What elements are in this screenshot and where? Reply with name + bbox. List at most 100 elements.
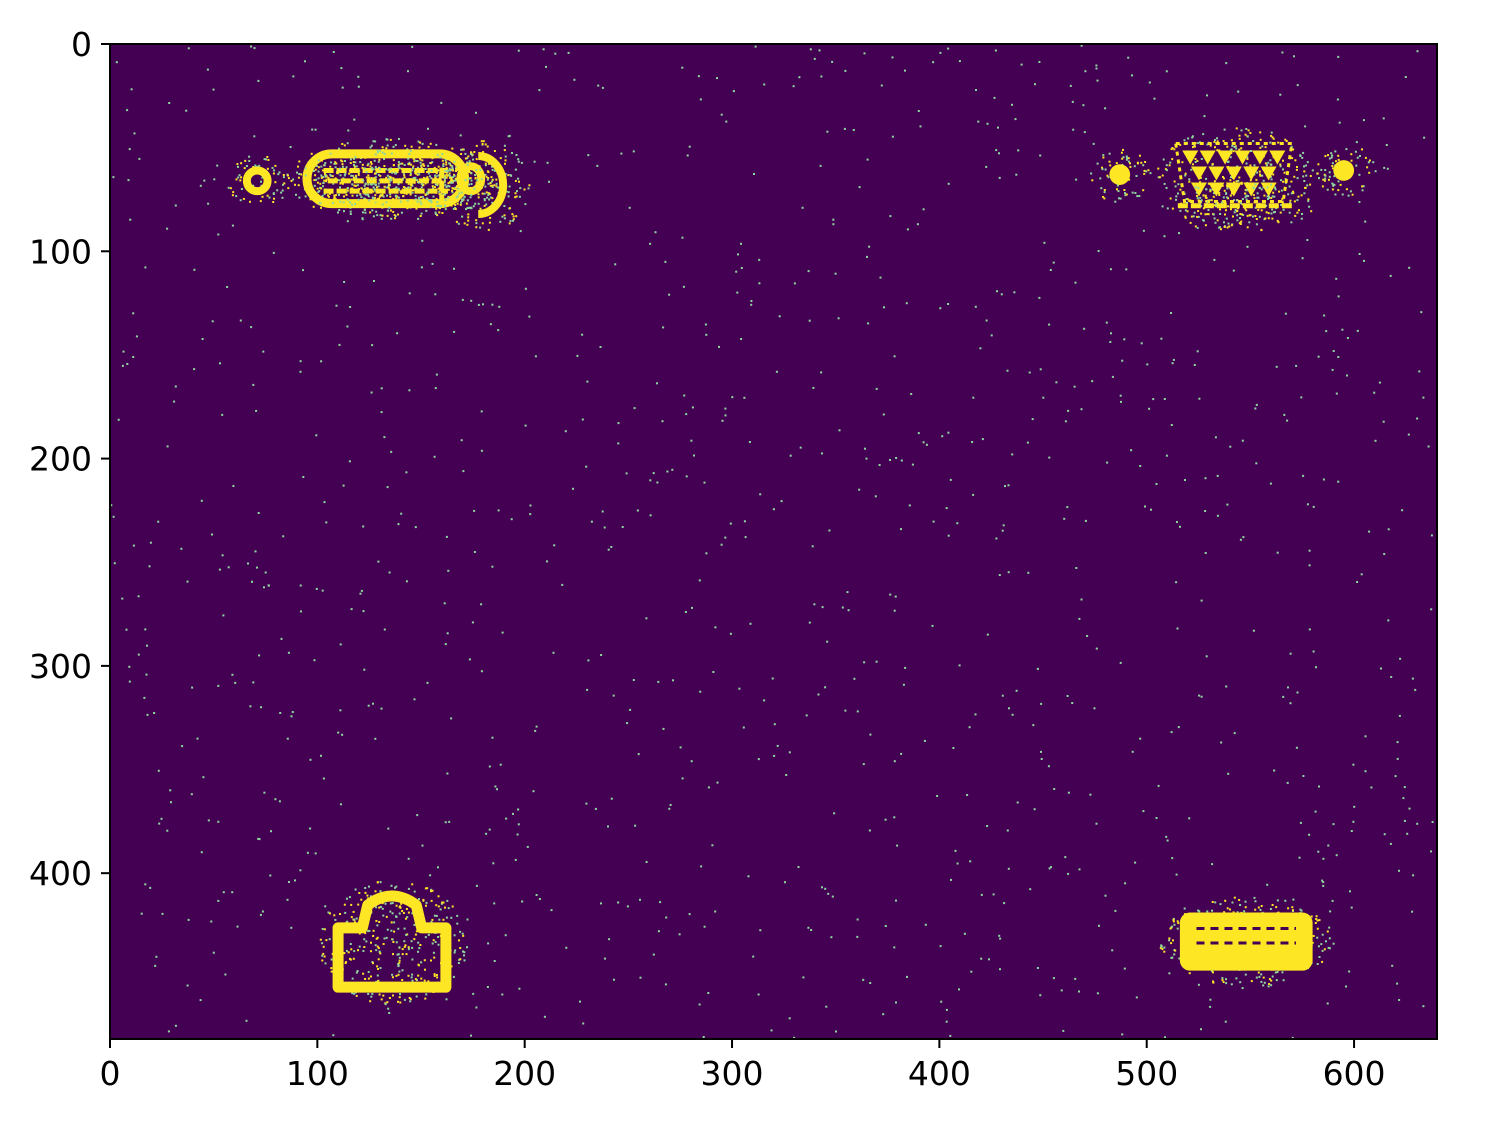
speckle (427, 933, 430, 936)
speckle (345, 193, 348, 196)
noise-pixel (339, 709, 342, 712)
speckle (452, 187, 455, 190)
noise-pixel (217, 684, 220, 687)
noise-pixel (613, 978, 615, 981)
speckle (334, 166, 337, 169)
speckle (455, 167, 458, 170)
speckle (352, 161, 355, 164)
speckle (397, 953, 400, 956)
speckle (445, 161, 448, 164)
noise-pixel (420, 266, 423, 269)
vga-pin (1251, 150, 1268, 165)
noise-pixel (1368, 530, 1371, 533)
noise-pixel (309, 758, 312, 761)
speckle (321, 959, 324, 962)
speckle (481, 143, 484, 145)
speckle (431, 889, 434, 892)
noise-pixel (587, 154, 590, 157)
noise-pixel (1335, 277, 1338, 280)
speckle (1211, 163, 1214, 166)
noise-pixel (880, 84, 883, 87)
speckle (385, 201, 388, 204)
speckle (1267, 198, 1269, 200)
noise-pixel (986, 122, 989, 125)
speckle (1102, 156, 1105, 159)
noise-pixel (691, 406, 694, 409)
speckle (297, 176, 300, 179)
speckle (1271, 904, 1274, 906)
noise-pixel (466, 918, 469, 921)
speckle (403, 945, 406, 948)
noise-pixel (157, 520, 160, 523)
speckle (235, 178, 238, 181)
speckle (1320, 168, 1323, 171)
speckle (1118, 197, 1120, 200)
speckle (427, 172, 430, 175)
speckle (341, 182, 344, 185)
speckle (410, 940, 413, 943)
noise-pixel (340, 67, 343, 70)
noise-pixel (299, 584, 302, 587)
noise-pixel (789, 454, 792, 457)
noise-pixel (210, 920, 213, 923)
speckle (1271, 208, 1274, 211)
speckle (1241, 203, 1244, 206)
speckle (1233, 896, 1236, 899)
speckle (491, 186, 494, 188)
speckle (409, 186, 412, 189)
speckle (474, 202, 477, 205)
speckle (408, 152, 411, 155)
noise-pixel (679, 746, 682, 749)
noise-pixel (813, 57, 816, 60)
speckle (437, 936, 440, 938)
speckle (350, 948, 353, 951)
speckle (335, 204, 338, 207)
noise-pixel (729, 522, 732, 525)
speckle (392, 199, 395, 201)
speckle (1278, 190, 1280, 193)
speckle (1259, 173, 1261, 176)
speckle (328, 938, 331, 941)
noise-pixel (666, 470, 669, 473)
noise-pixel (357, 75, 360, 78)
noise-pixel (126, 363, 129, 365)
speckle (401, 979, 404, 981)
speckle (1221, 184, 1224, 187)
noise-pixel (1387, 528, 1390, 531)
speckle (383, 158, 386, 160)
speckle (414, 194, 417, 197)
speckle (1271, 975, 1274, 978)
speckle (383, 937, 386, 940)
noise-pixel (1063, 517, 1066, 520)
noise-pixel (724, 407, 727, 410)
speckle (355, 994, 358, 997)
speckle (1226, 226, 1229, 229)
speckle (1184, 172, 1187, 175)
speckle (434, 174, 437, 177)
speckle (402, 195, 405, 198)
speckle (380, 194, 383, 197)
noise-pixel (866, 158, 869, 161)
noise-pixel (217, 820, 220, 823)
speckle (1249, 164, 1252, 167)
speckle (1199, 181, 1201, 184)
speckle (1350, 153, 1353, 156)
speckle (1202, 133, 1205, 136)
speckle (1189, 221, 1192, 224)
speckle (330, 174, 333, 177)
speckle (340, 159, 343, 162)
speckle (403, 164, 406, 166)
noise-pixel (542, 48, 545, 51)
noise-pixel (291, 711, 294, 713)
noise-pixel (1052, 977, 1055, 980)
speckle (489, 216, 492, 219)
speckle (1259, 138, 1262, 141)
speckle (417, 140, 420, 143)
speckle (468, 183, 471, 186)
speckle (456, 200, 459, 203)
speckle (469, 163, 472, 165)
speckle (475, 219, 478, 222)
speckle (370, 975, 372, 978)
noise-pixel (797, 866, 800, 868)
speckle (465, 163, 468, 166)
